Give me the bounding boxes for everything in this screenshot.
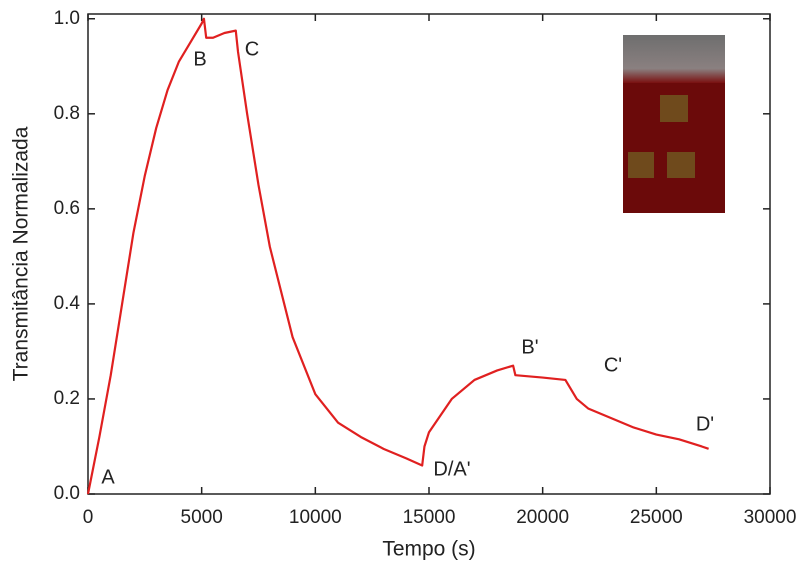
inset-square (660, 95, 688, 122)
y-tick-label: 0.0 (54, 483, 80, 504)
x-tick-label: 5000 (181, 507, 223, 528)
annotation: C' (604, 354, 622, 376)
y-tick-label: 1.0 (54, 8, 80, 29)
annotation: A (101, 466, 115, 488)
inset-square (628, 152, 654, 178)
inset-square (667, 152, 695, 178)
inset-top (623, 35, 725, 83)
annotation: D' (696, 413, 714, 435)
x-tick-label: 15000 (403, 507, 456, 528)
y-tick-label: 0.4 (54, 293, 81, 314)
annotation: B' (521, 336, 538, 358)
annotation: C (245, 38, 259, 60)
x-axis-title: Tempo (s) (382, 538, 475, 561)
y-tick-label: 0.2 (54, 388, 80, 409)
y-tick-label: 0.8 (54, 103, 80, 124)
annotation: B (193, 48, 206, 70)
x-tick-label: 25000 (630, 507, 683, 528)
data-line (86, 17, 709, 495)
x-tick-label: 30000 (744, 507, 797, 528)
y-tick-label: 0.6 (54, 198, 80, 219)
inset-photo (623, 35, 725, 213)
y-axis-title: Transmitância Normalizada (10, 126, 33, 381)
annotation: D/A' (433, 458, 470, 480)
x-tick-label: 10000 (289, 507, 342, 528)
x-tick-label: 0 (83, 507, 94, 528)
x-tick-label: 20000 (516, 507, 569, 528)
